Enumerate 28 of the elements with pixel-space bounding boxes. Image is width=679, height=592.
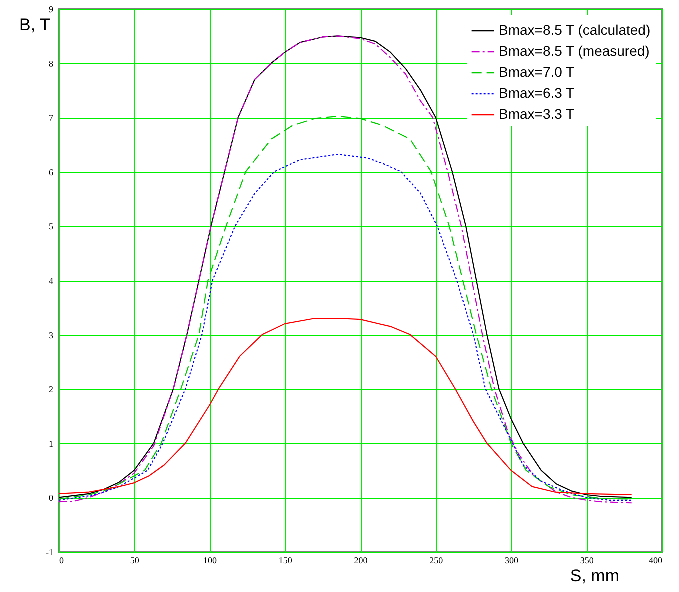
y-tick-label: 0 bbox=[49, 493, 54, 504]
y-tick-label: 7 bbox=[49, 113, 54, 124]
y-tick-label: 9 bbox=[49, 4, 54, 14]
legend-label: Bmax=8.5 T (calculated) bbox=[499, 22, 651, 38]
x-axis-title: S, mm bbox=[570, 566, 620, 586]
y-tick-label: 6 bbox=[49, 167, 54, 178]
x-tick-label: 150 bbox=[278, 556, 293, 566]
legend-label: Bmax=3.3 T bbox=[499, 106, 576, 122]
y-tick-label: 1 bbox=[49, 438, 54, 449]
x-tick-label: 400 bbox=[649, 556, 663, 566]
line-series bbox=[59, 318, 632, 496]
x-tick-label: 50 bbox=[130, 556, 140, 566]
x-tick-label: 350 bbox=[580, 556, 594, 566]
y-axis-title: B, T bbox=[20, 16, 50, 34]
y-tick-label: 4 bbox=[49, 276, 54, 286]
legend-label: Bmax=8.5 T (measured) bbox=[499, 43, 650, 59]
y-tick-label: 2 bbox=[49, 384, 54, 395]
x-tick-label: 100 bbox=[204, 556, 218, 566]
x-tick-label: 250 bbox=[430, 556, 444, 566]
y-tick-label: -1 bbox=[46, 548, 54, 558]
x-tick-label: 300 bbox=[505, 556, 519, 566]
y-tick-label: 3 bbox=[49, 330, 54, 340]
x-tick-label: 200 bbox=[354, 556, 368, 566]
y-tick-label: 8 bbox=[49, 58, 54, 69]
y-tick-label: 5 bbox=[49, 222, 54, 232]
legend-label: Bmax=6.3 T bbox=[499, 85, 576, 101]
legend-label: Bmax=7.0 T bbox=[499, 64, 576, 80]
x-tick-label: 0 bbox=[60, 556, 64, 566]
